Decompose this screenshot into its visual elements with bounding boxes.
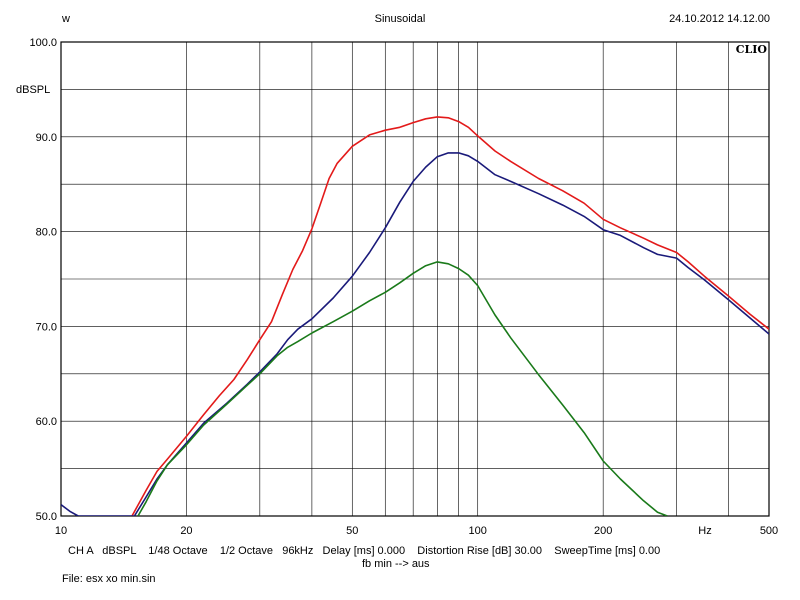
chart-brand: CLIO	[736, 43, 768, 56]
x-tick-label: 500	[760, 525, 778, 537]
measurement-settings: CH A dBSPL 1/48 Octave 1/2 Octave 96kHz …	[68, 545, 661, 557]
y-tick-label: 90.0	[36, 132, 57, 144]
y-tick-label: 70.0	[36, 321, 57, 333]
series-layer	[61, 116, 769, 516]
series-line-2	[61, 152, 769, 516]
x-tick-label: 200	[594, 525, 612, 537]
series-line-1	[131, 116, 769, 516]
series-line-3	[137, 261, 668, 516]
x-tick-label: 50	[346, 525, 358, 537]
fb-note: fb min --> aus	[362, 558, 430, 570]
y-tick-labels: 100.0 90.0 80.0 70.0 60.0 50.0	[29, 37, 57, 523]
x-tick-label: 100	[469, 525, 487, 537]
x-tick-label: 10	[55, 525, 67, 537]
y-tick-label: 100.0	[29, 37, 57, 49]
timestamp: 24.10.2012 14.12.00	[669, 13, 770, 25]
y-tick-label: 50.0	[36, 511, 57, 523]
y-tick-label: 60.0	[36, 416, 57, 428]
y-tick-label: 80.0	[36, 227, 57, 239]
x-tick-labels: 10 20 50 100 200 500	[55, 525, 778, 537]
chart-title: Sinusoidal	[374, 13, 426, 25]
file-name: File: esx xo min.sin	[62, 573, 156, 585]
header-left-label: w	[62, 13, 70, 25]
x-axis-label: Hz	[698, 525, 711, 537]
x-tick-label: 20	[180, 525, 192, 537]
y-axis-label: dBSPL	[16, 84, 50, 96]
